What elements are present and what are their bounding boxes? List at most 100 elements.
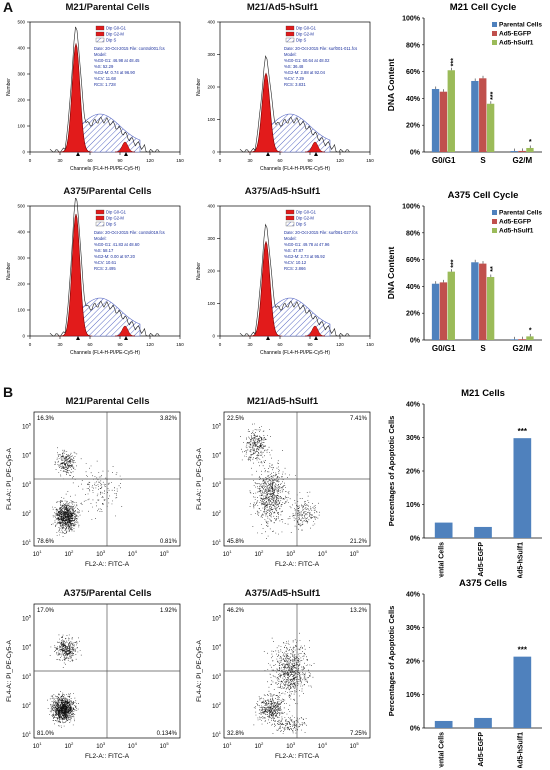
legend-swatch [285, 221, 295, 227]
legend-label: Dip G0-G1 [106, 210, 127, 215]
y-tick-label: 400 [207, 204, 215, 209]
category-label: G2/M [513, 156, 533, 165]
bar-chart-a375-cell-cycle: A375 Cell Cycle 0% 20% 40% 60% 80% 100% DNA Con… [386, 190, 542, 353]
bar [513, 438, 532, 538]
chart-title: A375 Cells [459, 578, 507, 589]
model-stat: %CV: 10.12 [284, 260, 307, 265]
y-tick-label: 40% [406, 402, 421, 409]
y-tick-label: 400 [17, 230, 25, 235]
legend-label: Dip G2-M [296, 32, 314, 37]
quadrant-percentage: 0.134% [157, 731, 178, 737]
significance-marker: *** [518, 646, 528, 655]
legend-swatch [95, 209, 105, 215]
y-tick-label: 103 [22, 480, 32, 489]
model-stat: %S: 36.48 [284, 64, 304, 69]
x-tick-label: 90 [117, 158, 123, 163]
x-tick-label: 90 [117, 342, 123, 347]
legend-label: Ad5-hSulf1 [499, 228, 534, 235]
peak-marker [314, 336, 318, 340]
x-tick-label: 102 [64, 741, 74, 750]
y-tick-label: 400 [207, 20, 215, 25]
x-axis-label: FL2-A:: FITC-A [85, 753, 130, 760]
legend-label: Dip G2-M [296, 216, 314, 221]
quadrant-percentage: 78.6% [37, 539, 55, 545]
model-stat: %G2-M: 2.88 at 92.04 [284, 70, 326, 75]
legend-label: Dip G0-G1 [296, 210, 317, 215]
significance-marker: *** [451, 58, 458, 66]
y-tick-label: 102 [212, 701, 222, 710]
x-tick-label: 60 [277, 342, 283, 347]
y-tick-label: 100 [207, 301, 215, 306]
y-tick-label: 10% [406, 502, 421, 509]
model-stat: Date: 20-Oct-2015 File: control001.fcs [94, 46, 165, 51]
peak-marker [124, 336, 128, 340]
legend-label: Dip S [296, 38, 306, 43]
peak-marker [76, 336, 80, 340]
legend-swatch [95, 31, 105, 37]
event-dots [51, 447, 123, 537]
x-tick-label: 101 [223, 741, 233, 750]
histogram-title: M21/Ad5-hSulf1 [246, 2, 319, 13]
y-axis-label: DNA Content [386, 59, 396, 112]
x-tick-label: 103 [96, 741, 106, 750]
histogram-a375-hsulf1: 0 30 60 90 120 150 0 100 200 300 400 Channels (FL4-… [196, 204, 374, 357]
model-stat: RCS: 1.728 [94, 82, 116, 87]
y-tick-label: 300 [207, 52, 215, 57]
x-tick-label: 105 [160, 549, 170, 558]
peak-marker [124, 152, 128, 156]
x-tick-label: 30 [247, 342, 253, 347]
model-stat: Model: [284, 52, 297, 57]
y-axis-label: FL4-A:: PI_PE-Cy5-A [6, 447, 13, 509]
y-tick-label: 0% [410, 536, 421, 543]
y-tick-label: 101 [22, 730, 32, 739]
y-tick-label: 20% [406, 311, 421, 318]
x-tick-label: 150 [366, 342, 374, 347]
event-dots [240, 423, 320, 539]
y-tick-label: 20% [406, 123, 421, 130]
legend-swatch [95, 25, 105, 31]
bar [486, 103, 495, 152]
y-tick-label: 100% [402, 204, 421, 211]
x-tick-label: 90 [307, 342, 313, 347]
legend-label: Dip G0-G1 [296, 26, 317, 31]
chart-title: M21 Cells [461, 388, 505, 399]
y-axis-label: Percentages of Apoptotic Cells [387, 416, 396, 527]
category-label: G0/G1 [432, 344, 456, 353]
y-tick-label: 100 [17, 124, 25, 129]
legend-swatch [492, 22, 497, 27]
y-tick-label: 100 [207, 117, 215, 122]
y-tick-label: 60% [406, 69, 421, 76]
y-tick-label: 30% [406, 625, 421, 632]
y-tick-label: 0 [22, 150, 25, 155]
y-axis-label: FL4-A:: PI_PE-Cy5-A [196, 639, 203, 701]
y-tick-label: 10% [406, 692, 421, 699]
legend-swatch [285, 25, 295, 31]
x-axis-label: Channels (FL4-H-PI/PE-Cy5-H) [260, 350, 330, 356]
x-axis-label: Channels (FL4-H-PI/PE-Cy5-H) [260, 166, 330, 172]
x-tick-label: 120 [336, 158, 344, 163]
x-tick-label: 120 [336, 342, 344, 347]
bar [434, 522, 453, 538]
bar [479, 263, 487, 340]
model-stat: %CV: 7.29 [284, 76, 305, 81]
bar [518, 339, 526, 340]
x-tick-label: 120 [146, 158, 154, 163]
quadrant-percentage: 0.81% [160, 539, 178, 545]
y-tick-label: 103 [22, 672, 32, 681]
histogram-envelope [239, 55, 350, 153]
model-stat: %G2-M: 2.73 at 95.92 [284, 254, 326, 259]
x-tick-label: 104 [318, 549, 328, 558]
model-stat: Model: [94, 52, 107, 57]
model-stat: %G0-G1: 41.83 at 48.60 [94, 242, 140, 247]
y-tick-label: 0% [410, 150, 421, 157]
x-tick-label: 104 [128, 741, 138, 750]
model-stat: RCS: 3.831 [284, 82, 306, 87]
quadrant-percentage: 21.2% [350, 539, 368, 545]
y-tick-label: 200 [17, 282, 25, 287]
significance-marker: * [529, 139, 532, 146]
x-tick-label: 103 [286, 549, 296, 558]
g0-g1-peak [247, 72, 283, 153]
x-tick-label: 105 [160, 741, 170, 750]
bar [447, 271, 455, 340]
